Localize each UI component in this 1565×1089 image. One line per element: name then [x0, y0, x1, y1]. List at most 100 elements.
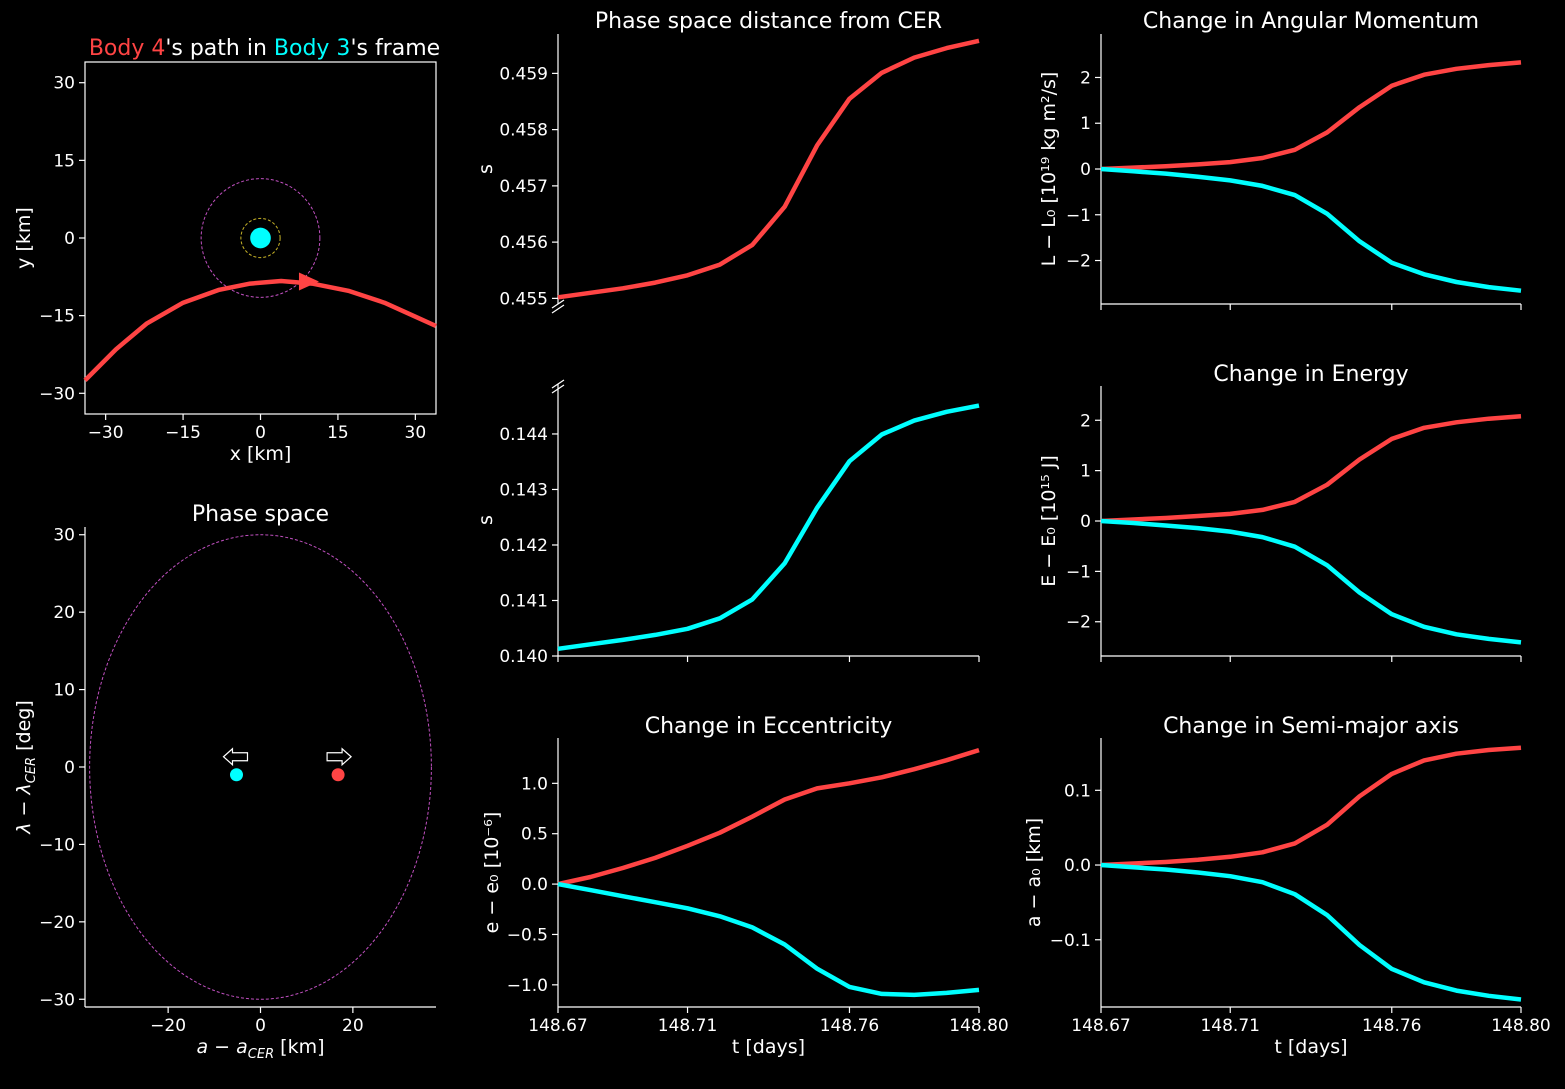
y-tick-label: 0.144 [499, 425, 548, 445]
y-axis-label: s [475, 164, 497, 174]
x-tick-label: 148.76 [1362, 1016, 1421, 1036]
y-tick-label: −1 [1066, 206, 1091, 226]
arrow-right-icon [326, 747, 352, 767]
series-line [557, 881, 980, 998]
y-tick-label: 0.1 [1064, 781, 1091, 801]
y-tick-label: −2 [1066, 252, 1091, 272]
axis-break-icon [551, 299, 565, 314]
x-tick-label: 0 [255, 423, 266, 443]
y-axis-label: y [km] [13, 207, 35, 269]
series-line [1100, 862, 1522, 1002]
x-axis-label: t [days] [1274, 1036, 1347, 1058]
body-point [229, 768, 243, 782]
y-tick-label: −2 [1066, 613, 1091, 633]
y-tick-label: 2 [1080, 68, 1091, 88]
title-part: Body 3 [274, 36, 351, 61]
title-part: Body 4 [89, 36, 166, 61]
y-tick-label: −20 [39, 913, 75, 933]
y-tick-label: 0 [1080, 512, 1091, 532]
series-line [557, 38, 980, 300]
y-tick-label: 0.455 [499, 289, 548, 309]
y-tick-label: 0.458 [499, 121, 548, 141]
series-line [1100, 413, 1522, 524]
L-panel: 2 1 0 −1 −2 Change in Angular Momentum L − L₀ … [1038, 9, 1522, 310]
title-part: 's path in [165, 36, 274, 61]
body4-path-line [83, 278, 437, 382]
y-tick-label: 30 [53, 74, 75, 94]
y-tick-label: −10 [39, 835, 75, 855]
y-axis-label: L − L₀ [10¹⁹ kg m²/s] [1038, 72, 1060, 267]
arrow-left-icon [222, 747, 249, 767]
y-axis-label: e − e₀ [10⁻⁶] [481, 812, 503, 934]
y-tick-label: 2 [1080, 411, 1091, 431]
y-tick-label: 10 [53, 681, 75, 701]
series-line [557, 403, 980, 652]
x-tick-label: 148.71 [1200, 1016, 1259, 1036]
x-tick-label: 148.80 [949, 1016, 1008, 1036]
x-tick-label: 15 [327, 423, 349, 443]
label-part: λ [13, 823, 35, 835]
title-part: 's frame [350, 36, 440, 61]
label-part: − [13, 795, 35, 823]
y-tick-label: 20 [53, 603, 75, 623]
y-tick-label: −15 [39, 307, 75, 327]
x-tick-label: 30 [405, 423, 427, 443]
label-part: [deg] [13, 700, 35, 757]
series-line [557, 747, 980, 887]
label-part: a [236, 1036, 248, 1058]
axis-break-icon [551, 379, 565, 394]
y-tick-label: 0.459 [499, 64, 548, 84]
break-stroke [551, 304, 565, 314]
x-tick-label: 148.80 [1491, 1016, 1550, 1036]
y-tick-label: 0.456 [499, 233, 548, 253]
x-tick-label: −20 [150, 1016, 186, 1036]
dist4-panel: 0.459 0.458 0.457 0.456 0.455 Phase space dis… [475, 9, 980, 309]
y-tick-label: −1.0 [507, 976, 548, 996]
y-tick-label: 15 [53, 151, 75, 171]
body3-marker [250, 227, 271, 249]
y-tick-label: −30 [39, 384, 75, 404]
dist4-title: Phase space distance from CER [595, 9, 942, 34]
x-tick-label: −15 [165, 423, 201, 443]
path-panel: −30 −15 0 15 30 30 15 0 −15 −30 x [km] y [km] Body 4… [13, 36, 440, 465]
y-tick-label: 0 [1080, 160, 1091, 180]
y-tick-label: 0.457 [499, 177, 548, 197]
resonance-ellipse [89, 534, 432, 1000]
y-tick-label: 0.141 [499, 591, 548, 611]
label-part: − [208, 1036, 236, 1058]
label-part: CER [248, 1047, 274, 1062]
y-tick-label: 1 [1080, 114, 1091, 134]
y-axis-label: E − E₀ [10¹⁵ J] [1038, 455, 1060, 587]
y-tick-label: 0 [64, 758, 75, 778]
y-tick-label: 0.143 [499, 480, 548, 500]
label-part: a [196, 1036, 208, 1058]
break-stroke [551, 299, 565, 309]
break-stroke [551, 384, 565, 394]
x-axis-label: t [days] [732, 1036, 805, 1058]
series-line [1100, 745, 1522, 868]
y-tick-label: 0 [64, 229, 75, 249]
x-tick-label: 148.67 [1071, 1016, 1130, 1036]
ecc-panel: 148.67 148.71 148.76 148.80 1.0 0.5 0.0 −0.5 −1.… [481, 714, 1009, 1058]
radius-circle [200, 178, 321, 298]
dist3-panel: 0.144 0.143 0.142 0.141 0.140 s [475, 384, 980, 667]
y-tick-label: 0.0 [1064, 856, 1091, 876]
phase-title: Phase space [192, 502, 329, 527]
x-tick-label: −30 [88, 423, 124, 443]
a-panel: 148.67 148.71 148.76 148.80 0.1 0.0 −0.1 Change… [1023, 714, 1551, 1058]
radius-circle [240, 217, 281, 259]
direction-arrow-icon [298, 272, 319, 291]
x-tick-label: 0 [255, 1016, 266, 1036]
x-tick-label: 148.76 [820, 1016, 879, 1036]
y-tick-label: 0.142 [499, 536, 548, 556]
y-tick-label: 0.140 [499, 647, 548, 667]
x-axis-label: x [km] [230, 443, 292, 465]
x-tick-label: 20 [342, 1016, 364, 1036]
y-tick-label: −0.5 [507, 925, 548, 945]
y-tick-label: 1 [1080, 462, 1091, 482]
y-tick-label: 1.0 [521, 774, 548, 794]
y-axis-label: s [475, 515, 497, 525]
y-tick-label: 0.0 [521, 875, 548, 895]
